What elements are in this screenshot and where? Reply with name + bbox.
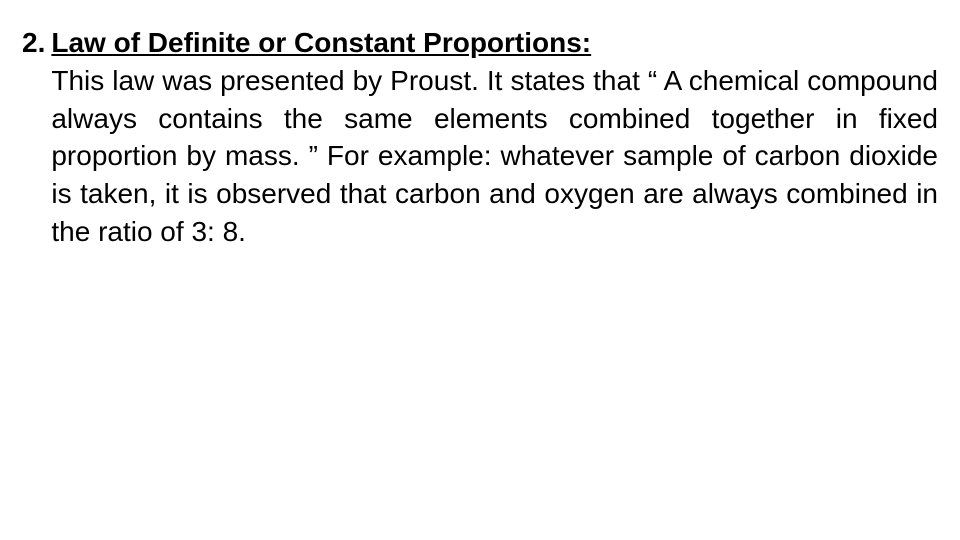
item-body: This law was presented by Proust. It sta… — [51, 62, 938, 251]
item-title: Law of Definite or Constant Proportions: — [51, 24, 938, 62]
slide: 2. Law of Definite or Constant Proportio… — [0, 0, 960, 540]
item-number: 2. — [22, 24, 51, 62]
item-content: Law of Definite or Constant Proportions:… — [51, 24, 938, 251]
list-item: 2. Law of Definite or Constant Proportio… — [22, 24, 938, 251]
